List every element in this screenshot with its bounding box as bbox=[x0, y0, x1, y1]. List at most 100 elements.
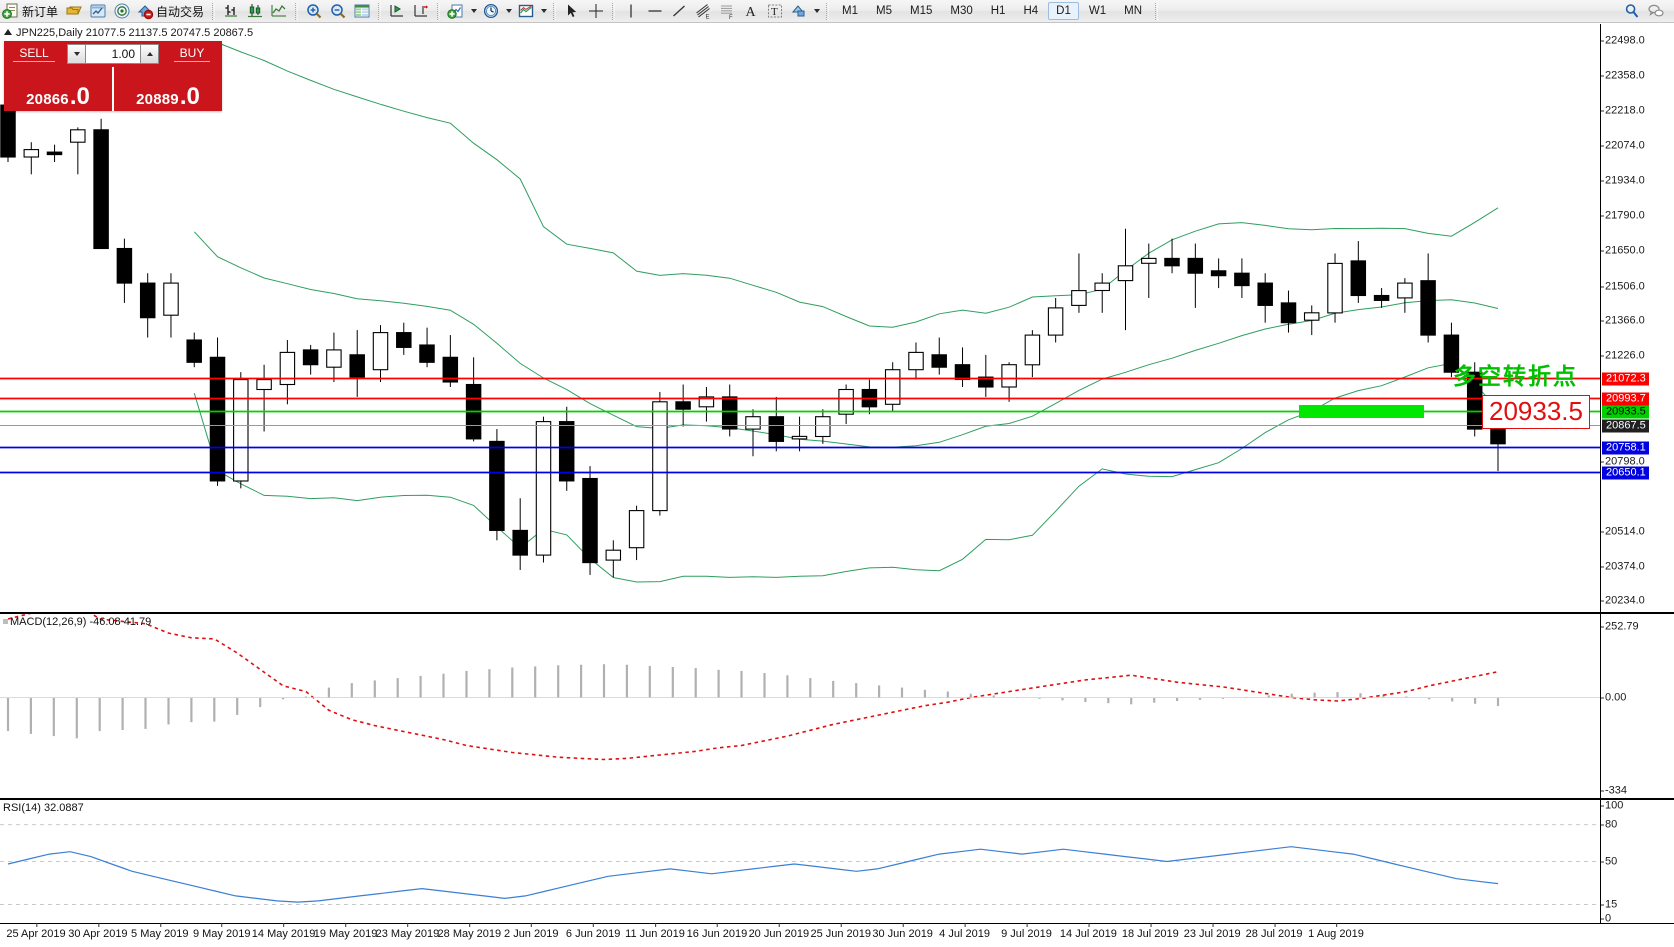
line-chart-button[interactable] bbox=[268, 1, 290, 22]
toolbar-separator bbox=[378, 2, 382, 20]
zoom-out-button[interactable] bbox=[327, 1, 349, 22]
rsi-pane[interactable]: RSI(14) 32.0887 100 80 50 15 0 bbox=[0, 798, 1674, 924]
timeframe-mn-button[interactable]: MN bbox=[1124, 5, 1142, 17]
price-level-label[interactable]: 20867.5 bbox=[1602, 419, 1649, 433]
toolbar-separator bbox=[826, 2, 830, 20]
new-order-icon bbox=[2, 2, 20, 20]
price-y-axis[interactable]: 22498.0 22358.0 22218.0 22074.0 21934.0 21790… bbox=[1600, 24, 1674, 612]
search-button[interactable] bbox=[1621, 1, 1643, 22]
candlestick-chart-button[interactable] bbox=[244, 1, 266, 22]
timeframe-h1-button[interactable]: H1 bbox=[990, 5, 1006, 17]
chart-area[interactable]: JPN225,Daily 21077.5 21137.5 20747.5 208… bbox=[0, 23, 1674, 947]
sell-price[interactable]: 20866.0 bbox=[4, 67, 112, 111]
price-axis-tick: 21226.0 bbox=[1601, 349, 1645, 362]
rsi-y-axis[interactable]: 100 80 50 15 0 bbox=[1600, 800, 1674, 924]
market-watch-icon bbox=[89, 2, 107, 20]
zoom-in-button[interactable] bbox=[303, 1, 325, 22]
chat-button[interactable] bbox=[1645, 1, 1667, 22]
chinese-annotation-text[interactable]: 多空转折点 bbox=[1453, 364, 1578, 390]
macd-pane[interactable]: MACD(12,26,9) -46.08 41.79 252.79 0.00 -33… bbox=[0, 612, 1674, 798]
label-tool-button[interactable]: T bbox=[764, 1, 786, 22]
text-tool-button[interactable]: A bbox=[740, 1, 762, 22]
chart-shift-icon bbox=[412, 2, 430, 20]
volume-decrement-button[interactable] bbox=[67, 44, 86, 64]
svg-text:F: F bbox=[729, 15, 733, 20]
date-axis-tick: 6 Jun 2019 bbox=[565, 923, 621, 940]
vertical-line-tool-button[interactable] bbox=[620, 1, 642, 22]
date-axis-tick: 9 Jul 2019 bbox=[1001, 923, 1052, 940]
volume-increment-button[interactable] bbox=[140, 44, 159, 64]
timeframe-m30-button[interactable]: M30 bbox=[950, 5, 973, 17]
vertical-line-icon bbox=[622, 2, 640, 20]
price-plot[interactable] bbox=[0, 24, 1634, 612]
bar-chart-button[interactable] bbox=[220, 1, 242, 22]
timeframe-m1-button[interactable]: M1 bbox=[842, 5, 859, 17]
price-callout-label[interactable]: 20933.5 bbox=[1482, 395, 1590, 429]
chart-title-text: JPN225,Daily 21077.5 21137.5 20747.5 208… bbox=[16, 27, 254, 39]
macd-plot[interactable] bbox=[0, 614, 1634, 798]
date-axis[interactable]: 25 Apr 2019 30 Apr 2019 5 May 2019 9 May 20… bbox=[0, 923, 1674, 947]
date-axis-tick: 9 May 2019 bbox=[192, 923, 251, 940]
timeframe-h4-button[interactable]: H4 bbox=[1023, 5, 1039, 17]
price-level-label[interactable]: 20933.5 bbox=[1602, 405, 1649, 419]
chevron-down-icon bbox=[813, 9, 820, 13]
price-axis-tick: 20514.0 bbox=[1601, 525, 1645, 538]
periods-dropdown-arrow[interactable] bbox=[503, 9, 514, 13]
price-axis-tick: 22358.0 bbox=[1601, 69, 1645, 82]
price-level-label[interactable]: 20650.1 bbox=[1602, 466, 1649, 480]
fibonacci-tool-button[interactable]: F bbox=[716, 1, 738, 22]
clock-icon bbox=[482, 2, 500, 20]
toolbar-separator bbox=[437, 2, 441, 20]
data-window-button[interactable] bbox=[351, 1, 373, 22]
buy-price[interactable]: 20889.0 bbox=[114, 67, 222, 111]
rsi-chart-svg bbox=[0, 824, 1600, 906]
trendline-tool-button[interactable] bbox=[668, 1, 690, 22]
chevron-down-icon bbox=[540, 9, 547, 13]
autotrading-button[interactable]: 自动交易 bbox=[135, 1, 207, 22]
cursor-tool-button[interactable] bbox=[561, 1, 583, 22]
price-level-label[interactable]: 21072.3 bbox=[1602, 372, 1649, 386]
auto-scroll-button[interactable] bbox=[386, 1, 408, 22]
indicators-dropdown-arrow[interactable] bbox=[468, 9, 479, 13]
rsi-plot[interactable] bbox=[0, 800, 1634, 923]
templates-dropdown-arrow[interactable] bbox=[538, 9, 549, 13]
autotrading-label: 自动交易 bbox=[156, 4, 205, 19]
date-axis-tick: 23 May 2019 bbox=[375, 923, 440, 940]
sell-price-integer: 20866 bbox=[26, 91, 69, 108]
sell-button[interactable]: SELL bbox=[4, 41, 64, 67]
periods-button[interactable] bbox=[480, 1, 502, 22]
horizontal-line-tool-button[interactable] bbox=[644, 1, 666, 22]
market-watch-button[interactable] bbox=[87, 1, 109, 22]
chart-shift-button[interactable] bbox=[410, 1, 432, 22]
shapes-dropdown-arrow[interactable] bbox=[811, 9, 822, 13]
new-order-button[interactable]: 新订单 bbox=[1, 1, 61, 22]
price-level-label[interactable]: 20758.1 bbox=[1602, 441, 1649, 455]
signals-button[interactable] bbox=[111, 1, 133, 22]
timeframe-w1-button[interactable]: W1 bbox=[1088, 5, 1107, 17]
chevron-down-icon bbox=[470, 9, 477, 13]
indicators-button[interactable] bbox=[445, 1, 467, 22]
text-icon: A bbox=[742, 2, 760, 20]
search-icon bbox=[1623, 2, 1641, 20]
equidistant-channel-button[interactable]: E bbox=[692, 1, 714, 22]
macd-y-axis[interactable]: 252.79 0.00 -334 bbox=[1600, 614, 1674, 798]
volume-input[interactable]: 1.00 bbox=[86, 44, 140, 64]
shapes-tool-button[interactable] bbox=[788, 1, 810, 22]
bar-chart-icon bbox=[222, 2, 240, 20]
volume-control[interactable]: 1.00 bbox=[64, 41, 162, 67]
timeframe-m15-button[interactable]: M15 bbox=[910, 5, 933, 17]
crosshair-tool-button[interactable] bbox=[585, 1, 607, 22]
add-indicator-icon bbox=[447, 2, 465, 20]
buy-button[interactable]: BUY bbox=[162, 41, 222, 67]
date-axis-tick: 20 Jun 2019 bbox=[748, 923, 810, 940]
timeframe-d1-button[interactable]: D1 bbox=[1048, 2, 1079, 20]
price-pane[interactable]: JPN225,Daily 21077.5 21137.5 20747.5 208… bbox=[0, 24, 1674, 612]
collapse-triangle-icon[interactable] bbox=[4, 29, 12, 35]
expert-advisors-button[interactable] bbox=[63, 1, 85, 22]
price-level-label[interactable]: 20993.7 bbox=[1602, 392, 1649, 406]
rsi-axis-tick: 50 bbox=[1600, 855, 1618, 867]
one-click-trading-panel[interactable]: SELL 1.00 BUY 20866.0 20889.0 bbox=[4, 41, 222, 111]
templates-button[interactable] bbox=[515, 1, 537, 22]
macd-axis-tick: -334 bbox=[1600, 784, 1628, 797]
timeframe-m5-button[interactable]: M5 bbox=[876, 5, 892, 17]
